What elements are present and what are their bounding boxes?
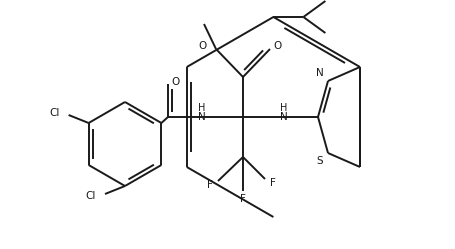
Text: Cl: Cl bbox=[86, 191, 96, 201]
Text: S: S bbox=[316, 156, 323, 166]
Text: N: N bbox=[315, 68, 323, 78]
Text: F: F bbox=[239, 194, 245, 204]
Text: F: F bbox=[269, 178, 275, 188]
Text: Cl: Cl bbox=[49, 108, 60, 118]
Text: O: O bbox=[273, 41, 282, 51]
Text: N: N bbox=[279, 112, 287, 122]
Text: H: H bbox=[280, 103, 287, 113]
Text: O: O bbox=[172, 77, 180, 87]
Text: F: F bbox=[207, 180, 212, 190]
Text: N: N bbox=[197, 112, 205, 122]
Text: O: O bbox=[198, 41, 207, 51]
Text: H: H bbox=[198, 103, 205, 113]
